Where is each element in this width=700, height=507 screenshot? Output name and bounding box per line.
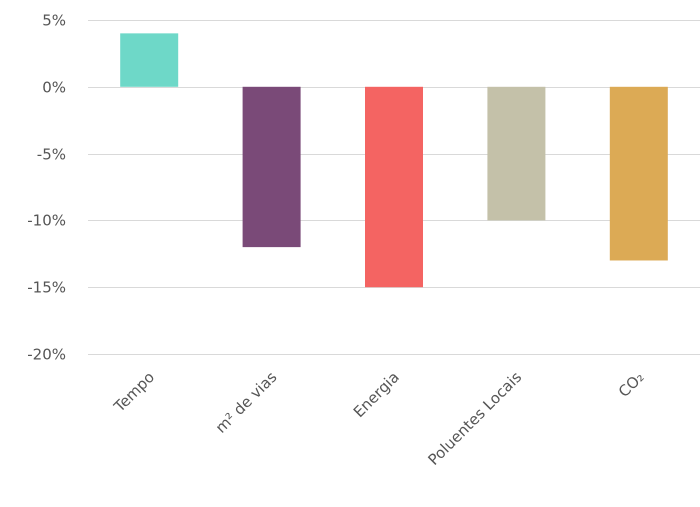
y-axis-tick-labels: 5% 0% -5% -10% -15% -20%: [27, 12, 66, 364]
y-tick-label: 0%: [42, 79, 66, 97]
y-tick-label: -10%: [27, 212, 66, 230]
x-axis-category-labels: Tempo m² de vias Energia Poluentes Locais CO…: [110, 368, 648, 469]
bar: [487, 86, 546, 221]
bar: [609, 86, 668, 261]
x-category-label: CO₂: [615, 368, 648, 401]
y-tick-label: -15%: [27, 279, 66, 297]
bar: [365, 86, 423, 288]
y-tick-label: 5%: [42, 12, 66, 30]
x-category-label: Tempo: [110, 368, 158, 416]
y-tick-label: -20%: [27, 346, 66, 364]
y-tick-label: -5%: [37, 146, 66, 164]
x-category-label: m² de vias: [212, 368, 281, 437]
x-category-label: Poluentes Locais: [424, 368, 525, 469]
bar: [120, 33, 179, 87]
bar: [242, 86, 301, 248]
bars: [120, 33, 668, 288]
x-category-label: Energia: [350, 368, 403, 421]
